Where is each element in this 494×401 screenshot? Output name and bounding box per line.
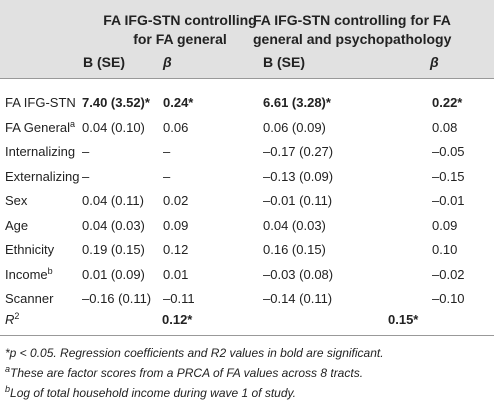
sub-header: B (SE) <box>83 54 125 70</box>
cell: –0.01 (0.11) <box>263 193 333 208</box>
cell: 0.02 <box>163 193 189 208</box>
cell: –0.11 <box>163 291 195 306</box>
footnote: bLog of total household income during wa… <box>5 385 296 401</box>
group-header: FA IFG-STN controlling <box>103 12 257 28</box>
cell: 0.01 (0.09) <box>82 266 145 282</box>
superscript: b <box>47 265 53 276</box>
row-label: Age <box>5 217 29 233</box>
cell: 0.09 <box>163 217 189 233</box>
superscript: a <box>70 118 76 129</box>
cell: 7.40 (3.52)* <box>82 95 150 110</box>
rule <box>0 78 494 79</box>
cell: –0.10 <box>432 291 465 306</box>
cell: 6.61 (3.28)* <box>263 95 331 110</box>
cell: 0.12* <box>162 312 193 327</box>
cell: – <box>163 144 171 159</box>
footnote-text: *p < 0.05. Regression coefficients and R… <box>5 346 384 360</box>
cell: – <box>82 168 90 184</box>
cell: 0.22* <box>432 95 463 110</box>
cell: –0.14 (0.11) <box>263 291 333 306</box>
footnote-text: These are factor scores from a PRCA of F… <box>10 366 364 380</box>
group-header: for FA general <box>133 31 227 47</box>
cell: 0.16 (0.15) <box>263 242 326 257</box>
cell: 0.19 (0.15) <box>82 242 145 257</box>
group-header: general and psychopathology <box>253 31 452 47</box>
footnote: *p < 0.05. Regression coefficients and R… <box>5 345 384 361</box>
group-header: FA IFG-STN controlling for FA <box>253 12 451 28</box>
cell: –0.03 (0.08) <box>263 266 334 282</box>
footnote: aThese are factor scores from a PRCA of … <box>5 365 363 381</box>
row-label: FA IFG-STN <box>5 95 76 110</box>
superscript: 2 <box>14 311 20 321</box>
row-label: R2 <box>5 311 20 328</box>
header-band <box>0 0 494 78</box>
sub-header: β <box>430 54 439 70</box>
cell: 0.06 <box>163 119 189 135</box>
cell: 0.04 (0.03) <box>82 217 145 233</box>
cell: –0.16 (0.11) <box>82 291 152 306</box>
row-label: FA Generala <box>5 118 76 135</box>
footnote-text: Log of total household income during wav… <box>10 386 296 400</box>
superscript: b <box>5 384 11 394</box>
cell: –0.01 <box>432 193 465 208</box>
cell: 0.10 <box>432 242 458 257</box>
row-label: Ethnicity <box>5 242 55 257</box>
cell: – <box>163 168 171 184</box>
cell: –0.02 <box>432 266 465 282</box>
row-label: Externalizing <box>5 168 80 184</box>
cell: 0.06 (0.09) <box>263 119 326 135</box>
cell: 0.04 (0.10) <box>82 119 145 135</box>
cell: 0.24* <box>163 95 194 110</box>
row-label: Scanner <box>5 291 54 306</box>
cell: 0.09 <box>432 217 458 233</box>
row-label: Sex <box>5 193 28 208</box>
cell: 0.04 (0.03) <box>263 217 326 233</box>
cell: 0.15* <box>388 312 419 327</box>
cell: –0.05 <box>432 144 465 159</box>
rule <box>0 335 494 336</box>
row-label: Internalizing <box>5 144 76 159</box>
cell: 0.12 <box>163 242 189 257</box>
sub-header: B (SE) <box>263 54 305 70</box>
cell: 0.01 <box>163 266 189 282</box>
cell: 0.04 (0.11) <box>82 193 144 208</box>
cell: – <box>82 144 90 159</box>
row-label: Incomeb <box>5 265 53 282</box>
cell: –0.13 (0.09) <box>263 168 334 184</box>
cell: –0.15 <box>432 168 465 184</box>
cell: 0.08 <box>432 119 458 135</box>
sub-header: β <box>163 54 172 70</box>
superscript: a <box>5 364 11 374</box>
cell: –0.17 (0.27) <box>263 144 334 159</box>
